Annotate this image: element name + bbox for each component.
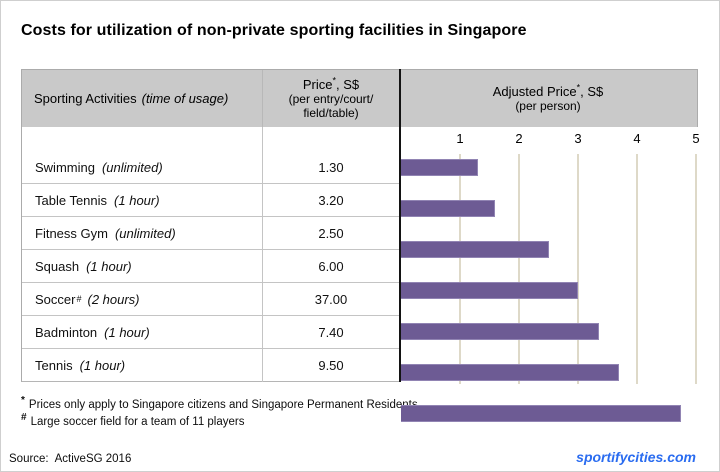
- source-label: Source:: [9, 453, 49, 465]
- table-left-columns: Swimming (unlimited) 1.30 Table Tennis (1 …: [21, 127, 399, 382]
- table-row-squash: Squash (1 hour) 6.00: [22, 250, 399, 283]
- bar-row-swimming: [401, 159, 696, 192]
- bar-row-squash: [401, 282, 696, 315]
- header-price: Price*, S$ (per entry/court/ field/table…: [263, 70, 399, 127]
- bar-row-tennis: [401, 405, 696, 438]
- table-row-soccer: Soccer # (2 hours) 37.00: [22, 283, 399, 316]
- bar-row-table-tennis: [401, 200, 696, 233]
- header-adjusted-price: Adjusted Price*, S$ (per person): [399, 70, 697, 127]
- x-axis-tick-5: 5: [692, 131, 700, 146]
- bars-area: [401, 151, 696, 422]
- bar-squash: [401, 282, 578, 299]
- x-axis-tick-2: 2: [515, 131, 523, 146]
- gridline: [577, 154, 579, 384]
- header-price-label: Price*, S$: [302, 75, 360, 92]
- bar-row-soccer: [401, 323, 696, 356]
- x-axis-tick-1: 1: [456, 131, 464, 146]
- header-adjusted-label: Adjusted Price*, S$: [492, 82, 604, 99]
- bar-row-badminton: [401, 364, 696, 397]
- spacer-cell: [263, 127, 399, 151]
- price-cell: 1.30: [318, 159, 344, 175]
- bar-tennis: [401, 405, 682, 422]
- asterisk-footnote-marker: *: [21, 395, 25, 407]
- bar-chart: 1 2 3 4 5: [399, 127, 700, 422]
- footnote-hash: # Large soccer field for a team of 11 pla…: [21, 412, 245, 428]
- header-price-sub1: (per entry/court/: [288, 92, 374, 106]
- header-adjusted-sub: (per person): [515, 99, 581, 113]
- bar-swimming: [401, 159, 478, 176]
- price-cell: 7.40: [318, 324, 344, 340]
- source-line: Source: ActiveSG 2016: [9, 453, 131, 465]
- activity-cell: Soccer # (2 hours): [22, 283, 263, 315]
- chart-plot-area: 1 2 3 4 5: [401, 127, 700, 422]
- table-row-swimming: Swimming (unlimited) 1.30: [22, 151, 399, 184]
- table-header-row: Sporting Activities (time of usage) Price…: [21, 69, 698, 127]
- activity-cell: Swimming (unlimited): [22, 151, 263, 183]
- spacer-row: [22, 127, 399, 151]
- x-axis-tick-4: 4: [633, 131, 641, 146]
- activity-cell: Tennis (1 hour): [22, 349, 263, 382]
- asterisk-footnote-marker: *: [576, 82, 581, 93]
- price-cell: 2.50: [318, 225, 344, 241]
- gridline: [695, 154, 697, 384]
- footer: Source: ActiveSG 2016 sportifycities.com: [9, 449, 696, 465]
- activity-cell: Squash (1 hour): [22, 250, 263, 282]
- activity-cell: Table Tennis (1 hour): [22, 184, 263, 216]
- branding-watermark: sportifycities.com: [576, 449, 696, 465]
- bar-soccer: [401, 323, 600, 340]
- bar-row-fitness-gym: [401, 241, 696, 274]
- price-cell: 9.50: [318, 358, 344, 373]
- activity-cell: Fitness Gym (unlimited): [22, 217, 263, 249]
- table-row-fitness-gym: Fitness Gym (unlimited) 2.50: [22, 217, 399, 250]
- asterisk-footnote-marker: *: [332, 75, 336, 86]
- costs-table: Sporting Activities (time of usage) Price…: [21, 69, 700, 422]
- table-row-badminton: Badminton (1 hour) 7.40: [22, 316, 399, 349]
- x-axis-tick-3: 3: [574, 131, 582, 146]
- spacer-cell: [22, 127, 263, 151]
- footnote-asterisk: * Prices only apply to Singapore citizens…: [21, 395, 418, 411]
- price-cell: 37.00: [314, 291, 348, 307]
- hash-footnote-marker: #: [21, 412, 27, 424]
- page-title: Costs for utilization of non-private spo…: [21, 22, 527, 39]
- bar-fitness-gym: [401, 241, 549, 258]
- table-body: Swimming (unlimited) 1.30 Table Tennis (1 …: [21, 127, 700, 422]
- bar-table-tennis: [401, 200, 496, 217]
- gridline: [518, 154, 520, 384]
- table-row-tennis: Tennis (1 hour) 9.50: [22, 349, 399, 382]
- header-activities-note: (time of usage): [141, 91, 229, 106]
- header-sporting-activities: Sporting Activities (time of usage): [22, 70, 263, 127]
- activity-cell: Badminton (1 hour): [22, 316, 263, 348]
- source-value: ActiveSG 2016: [54, 453, 132, 465]
- gridline: [636, 154, 638, 384]
- price-cell: 3.20: [318, 192, 344, 208]
- table-row-table-tennis: Table Tennis (1 hour) 3.20: [22, 184, 399, 217]
- gridline: [459, 154, 461, 384]
- price-cell: 6.00: [318, 258, 344, 274]
- chart-axis-line: [399, 69, 401, 382]
- footnotes: * Prices only apply to Singapore citizens…: [21, 395, 418, 431]
- header-price-sub2: field/table): [303, 106, 359, 120]
- bar-badminton: [401, 364, 620, 381]
- header-activities-label: Sporting Activities (time of usage): [34, 91, 229, 106]
